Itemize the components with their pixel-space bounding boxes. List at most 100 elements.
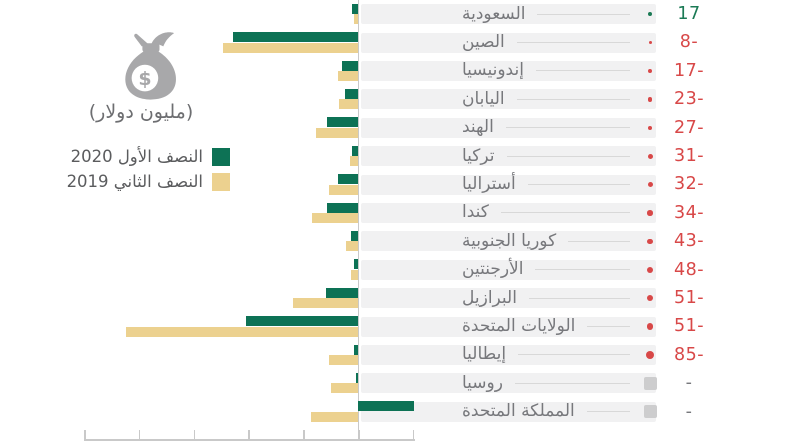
row-track <box>361 89 656 110</box>
change-value: 8- <box>679 32 699 53</box>
bar-h2-2019 <box>346 241 358 252</box>
bar-h1-2020 <box>356 372 358 383</box>
country-row: الصين 8- <box>0 28 792 56</box>
svg-text:$: $ <box>138 68 151 90</box>
label-group: الصين <box>462 28 640 56</box>
change-marker <box>643 376 657 390</box>
country-label: الولايات المتحدة <box>462 316 576 337</box>
bar-h2-2019 <box>312 212 358 223</box>
country-row: الأرجنتين 48- <box>0 256 792 284</box>
country-row: كندا 34- <box>0 199 792 227</box>
change-value: 31- <box>673 146 705 166</box>
row-track <box>361 32 656 53</box>
label-group: الأرجنتين <box>462 256 640 284</box>
bar-h2-2019 <box>350 269 358 280</box>
country-label: الأرجنتين <box>462 259 524 280</box>
x-axis-line <box>84 439 415 441</box>
label-group: كندا <box>462 199 640 227</box>
bar-h2-2019 <box>349 156 358 167</box>
legend-item-h2-2019: النصف الثاني 2019 <box>30 170 230 195</box>
change-value: 34- <box>673 202 705 223</box>
bar-h1-2020 <box>326 287 358 298</box>
label-group: إندونيسيا <box>462 57 640 85</box>
money-bag-icon: $ <box>125 32 176 100</box>
value-axis-baseline <box>357 0 359 440</box>
change-value: 17 <box>677 4 701 24</box>
label-group: روسيا <box>462 369 640 397</box>
bar-h2-2019 <box>293 298 358 309</box>
change-marker <box>643 405 657 419</box>
change-value: 51- <box>673 316 705 337</box>
bar-h1-2020 <box>352 145 358 156</box>
country-label: البرازيل <box>462 287 517 308</box>
leader-line <box>527 184 630 186</box>
row-track <box>361 316 656 337</box>
change-marker <box>646 294 654 302</box>
x-axis-tick <box>193 430 196 439</box>
row-track <box>361 259 656 280</box>
label-group: البرازيل <box>462 284 640 312</box>
change-value: 27- <box>673 117 705 138</box>
legend-label: النصف الأول 2020 <box>70 147 203 166</box>
country-label: المملكة المتحدة <box>462 401 575 422</box>
x-axis-tick <box>358 430 360 439</box>
unit-title: (مليون دولار) <box>88 101 194 123</box>
row-track <box>361 344 656 365</box>
bar-h1-2020 <box>246 316 358 327</box>
bar-h1-2020 <box>342 60 358 71</box>
row-track <box>361 4 656 25</box>
leader-line <box>568 240 630 242</box>
leader-line <box>500 212 630 214</box>
change-value: 48- <box>673 259 705 280</box>
bar-h1-2020 <box>354 259 358 270</box>
bar-h2-2019 <box>126 326 358 337</box>
country-row: تركيا 31- <box>0 142 792 170</box>
country-label: إندونيسيا <box>462 60 524 81</box>
x-axis-tick <box>248 430 250 439</box>
label-group: السعودية <box>462 0 640 28</box>
bar-h2-2019 <box>311 411 358 422</box>
change-value: - <box>685 401 693 422</box>
legend-label: النصف الثاني 2019 <box>66 171 203 191</box>
bar-h1-2020 <box>352 3 358 14</box>
leader-line <box>516 42 630 44</box>
bar-h1-2020 <box>338 174 358 185</box>
legend-swatch-green <box>212 148 230 167</box>
row-track <box>361 373 656 394</box>
bar-h2-2019 <box>329 184 358 195</box>
country-label: الصين <box>462 32 505 53</box>
leader-line <box>586 411 630 413</box>
x-axis-tick <box>138 430 141 439</box>
leader-line <box>514 382 630 384</box>
country-label: تركيا <box>462 145 495 166</box>
bar-h1-2020 <box>353 344 358 355</box>
change-marker <box>647 210 653 216</box>
country-label: روسيا <box>462 372 503 393</box>
leader-line <box>506 155 630 157</box>
legend-swatch-tan <box>212 172 230 191</box>
change-marker <box>648 68 652 73</box>
label-group: إيطاليا <box>462 341 640 369</box>
country-row: إندونيسيا 17- <box>0 57 792 85</box>
bar-h1-2020 <box>351 230 358 241</box>
bar-h1-2020 <box>327 202 358 213</box>
change-marker <box>647 238 653 245</box>
country-label: إيطاليا <box>462 344 507 365</box>
change-marker <box>646 323 654 330</box>
row-track <box>361 60 656 81</box>
leader-line <box>535 269 630 271</box>
bar-h1-2020 <box>327 117 358 128</box>
country-label: أستراليا <box>462 174 516 195</box>
country-row: أستراليا 32- <box>0 170 792 198</box>
change-value: 32- <box>673 174 705 195</box>
bar-h2-2019 <box>338 70 358 81</box>
leader-line <box>587 326 630 328</box>
country-row: السعودية 17 <box>0 0 792 28</box>
change-value: 85- <box>673 344 705 365</box>
bar-h2-2019 <box>223 42 358 53</box>
country-row: الهند 27- <box>0 114 792 142</box>
country-label: كوريا الجنوبية <box>462 230 557 251</box>
change-marker <box>647 182 653 188</box>
label-group: اليابان <box>462 85 640 113</box>
